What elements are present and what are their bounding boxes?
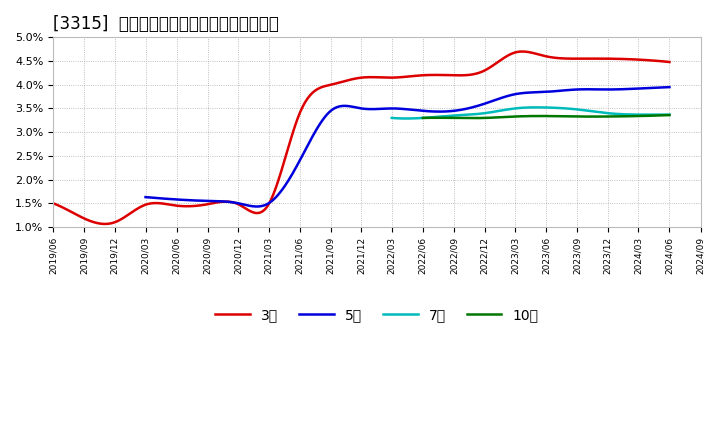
- 7年: [520, 105, 528, 110]
- 5年: [141, 194, 150, 200]
- 7年: [539, 105, 547, 110]
- Line: 3年: 3年: [53, 51, 670, 224]
- 3年: [101, 221, 109, 227]
- 7年: [665, 112, 674, 117]
- 7年: [616, 111, 625, 117]
- Line: 10年: 10年: [423, 115, 670, 118]
- 3年: [343, 78, 351, 83]
- Line: 5年: 5年: [145, 87, 670, 206]
- 5年: [391, 106, 400, 111]
- 5年: [572, 87, 580, 92]
- 3年: [384, 75, 392, 80]
- 5年: [395, 106, 403, 111]
- Line: 7年: 7年: [392, 107, 670, 118]
- 3年: [653, 58, 662, 63]
- 10年: [566, 114, 575, 119]
- Text: [3315]  経常利益マージンの標準偏差の推移: [3315] 経常利益マージンの標準偏差の推移: [53, 15, 279, 33]
- 5年: [665, 84, 674, 90]
- 5年: [454, 107, 463, 113]
- 10年: [467, 115, 476, 121]
- 10年: [536, 114, 545, 119]
- 3年: [49, 201, 58, 206]
- 3年: [346, 77, 355, 82]
- 7年: [532, 105, 541, 110]
- 7年: [660, 112, 668, 117]
- 10年: [552, 114, 561, 119]
- 7年: [521, 105, 530, 110]
- 5年: [426, 109, 434, 114]
- 5年: [253, 204, 261, 209]
- 3年: [557, 55, 565, 61]
- 7年: [554, 105, 562, 110]
- 10年: [538, 114, 546, 119]
- 7年: [387, 115, 396, 121]
- 10年: [621, 114, 630, 119]
- 7年: [402, 116, 410, 121]
- 3年: [417, 73, 426, 78]
- 3年: [518, 49, 527, 54]
- Legend: 3年, 5年, 7年, 10年: 3年, 5年, 7年, 10年: [210, 302, 544, 327]
- 3年: [665, 59, 674, 65]
- 10年: [418, 115, 427, 121]
- 5年: [654, 85, 662, 90]
- 10年: [665, 113, 674, 118]
- 10年: [660, 113, 668, 118]
